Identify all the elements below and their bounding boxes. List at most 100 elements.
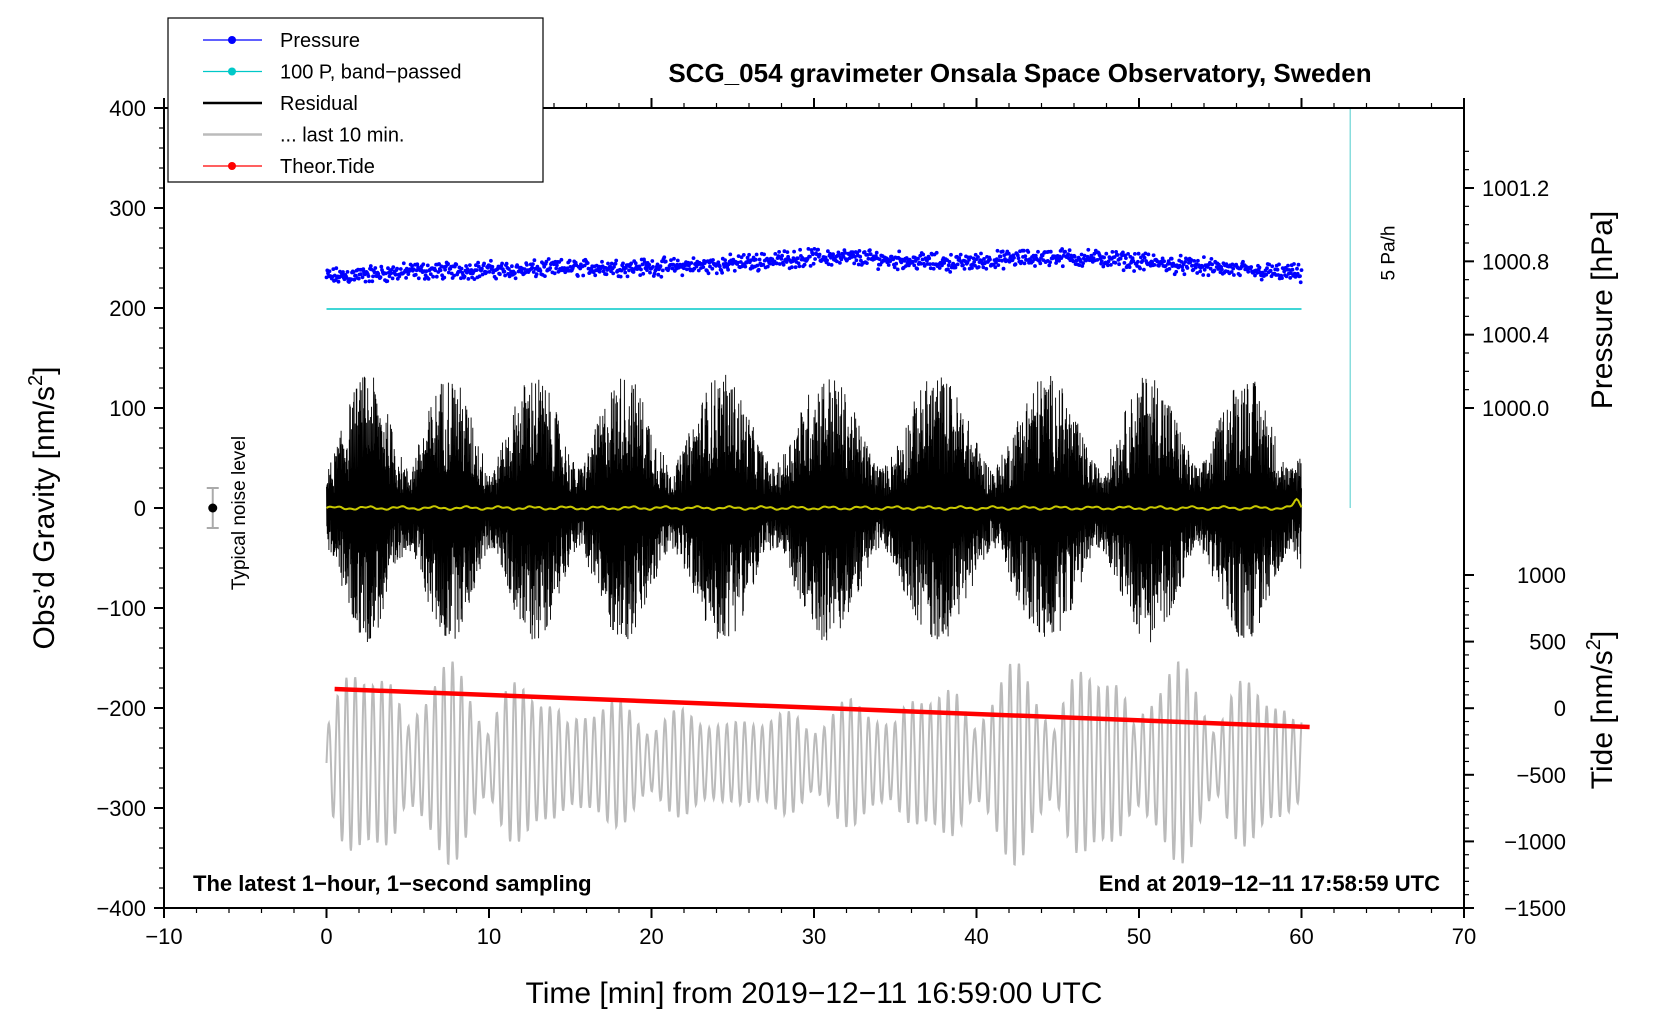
pressure-point bbox=[424, 269, 429, 274]
pressure-point bbox=[979, 251, 983, 256]
pressure-point bbox=[1036, 249, 1040, 254]
pressure-point bbox=[404, 276, 408, 280]
pressure-point bbox=[1151, 253, 1156, 258]
pressure-point bbox=[413, 272, 418, 277]
pressure-point bbox=[1142, 267, 1146, 272]
pressure-point bbox=[510, 264, 514, 269]
pressure-point bbox=[817, 252, 822, 257]
pressure-point bbox=[500, 261, 504, 266]
pressure-point bbox=[1196, 258, 1200, 263]
pressure-point bbox=[1288, 276, 1293, 280]
pressure-point bbox=[544, 259, 549, 264]
pressure-point bbox=[490, 264, 495, 269]
pressure-point bbox=[652, 271, 657, 276]
pressure-point bbox=[611, 271, 616, 276]
pressure-point bbox=[1169, 256, 1174, 261]
pressure-point bbox=[489, 258, 493, 263]
pressure-point bbox=[1206, 273, 1211, 278]
pressure-point bbox=[874, 250, 879, 255]
pressure-point bbox=[1162, 259, 1166, 264]
pressure-point bbox=[523, 270, 528, 275]
pressure-point bbox=[1109, 263, 1113, 267]
pressure-point bbox=[1178, 253, 1183, 258]
pressure-point bbox=[886, 263, 891, 267]
pressure-point bbox=[531, 270, 536, 274]
pressure-point bbox=[660, 268, 665, 273]
pressure-point bbox=[1081, 261, 1085, 266]
pressure-point bbox=[777, 262, 782, 266]
pressure-point bbox=[389, 271, 393, 276]
pressure-point bbox=[1209, 257, 1214, 261]
pressure-point bbox=[1275, 267, 1280, 272]
pressure-point bbox=[621, 261, 625, 266]
pressure-point bbox=[782, 249, 787, 254]
pressure-point bbox=[1060, 247, 1064, 251]
pressure-point bbox=[1085, 254, 1090, 259]
pressure-point bbox=[1021, 248, 1026, 253]
x-axis-title: Time [min] from 2019−12−11 16:59:00 UTC bbox=[526, 977, 1103, 1010]
residual-line bbox=[326, 374, 1302, 643]
pressure-point bbox=[650, 259, 655, 263]
pressure-point bbox=[946, 263, 951, 268]
legend-box bbox=[167, 17, 544, 183]
pressure-point bbox=[768, 261, 772, 266]
pressure-point bbox=[513, 276, 518, 281]
pressure-point bbox=[663, 259, 668, 264]
pressure-point bbox=[1118, 256, 1123, 261]
y-axis-title-left: Obs’d Gravity [nm/s2] bbox=[25, 367, 61, 650]
pressure-point bbox=[784, 260, 789, 264]
pressure-point bbox=[477, 274, 482, 279]
pressure-point bbox=[1253, 273, 1257, 278]
pressure-point bbox=[1179, 260, 1184, 264]
pressure-point bbox=[826, 262, 831, 267]
pressure-point bbox=[1298, 280, 1303, 285]
y-tick-label: −200 bbox=[96, 696, 146, 721]
pressure-point bbox=[454, 262, 459, 267]
pressure-point bbox=[934, 250, 939, 255]
pressure-point bbox=[477, 264, 481, 269]
pressure-point bbox=[619, 268, 624, 273]
pressure-point bbox=[654, 267, 658, 272]
pressure-point bbox=[921, 252, 926, 257]
pressure-point bbox=[1059, 256, 1064, 260]
pressure-point bbox=[958, 252, 963, 257]
pressure-point bbox=[464, 264, 468, 268]
pressure-point bbox=[416, 276, 421, 281]
pressure-point bbox=[1257, 265, 1262, 270]
pressure-point bbox=[720, 270, 724, 275]
pressure-point bbox=[1259, 277, 1264, 282]
pressure-point bbox=[559, 257, 564, 262]
pressure-point bbox=[912, 263, 917, 268]
pressure-point bbox=[828, 251, 832, 256]
pressure-point bbox=[419, 267, 423, 272]
x-tick-label: 0 bbox=[320, 924, 332, 949]
pressure-point bbox=[336, 279, 341, 284]
pressure-point bbox=[360, 275, 365, 280]
pressure-point bbox=[774, 261, 779, 266]
y-axis-title-left-close: ] bbox=[28, 367, 61, 375]
legend-swatch-dot bbox=[228, 67, 236, 76]
y-axis-title-tide: Tide [nm/s2] bbox=[1583, 631, 1619, 789]
pressure-point bbox=[811, 252, 815, 257]
pressure-point bbox=[631, 270, 636, 274]
pressure-point bbox=[601, 269, 606, 274]
y-tick-label: 300 bbox=[109, 196, 146, 221]
pressure-point bbox=[522, 267, 527, 271]
pressure-point bbox=[780, 253, 784, 258]
pressure-point bbox=[1001, 266, 1006, 271]
pressure-point bbox=[532, 258, 537, 263]
pressure-point bbox=[761, 262, 766, 267]
pressure-point bbox=[895, 267, 900, 272]
y-axis-title-tide-close: ] bbox=[1586, 631, 1619, 639]
pressure-point bbox=[1160, 256, 1165, 261]
pressure-point bbox=[796, 261, 801, 266]
pressure-point bbox=[345, 270, 350, 274]
pressure-point bbox=[1229, 270, 1234, 274]
pressure-point bbox=[452, 273, 456, 278]
pressure-point bbox=[823, 255, 828, 260]
pressure-point bbox=[404, 266, 409, 271]
pressure-point bbox=[1038, 261, 1043, 266]
pressure-point bbox=[1289, 271, 1293, 276]
pressure-point bbox=[1189, 258, 1194, 262]
pressure-point bbox=[1089, 253, 1094, 258]
